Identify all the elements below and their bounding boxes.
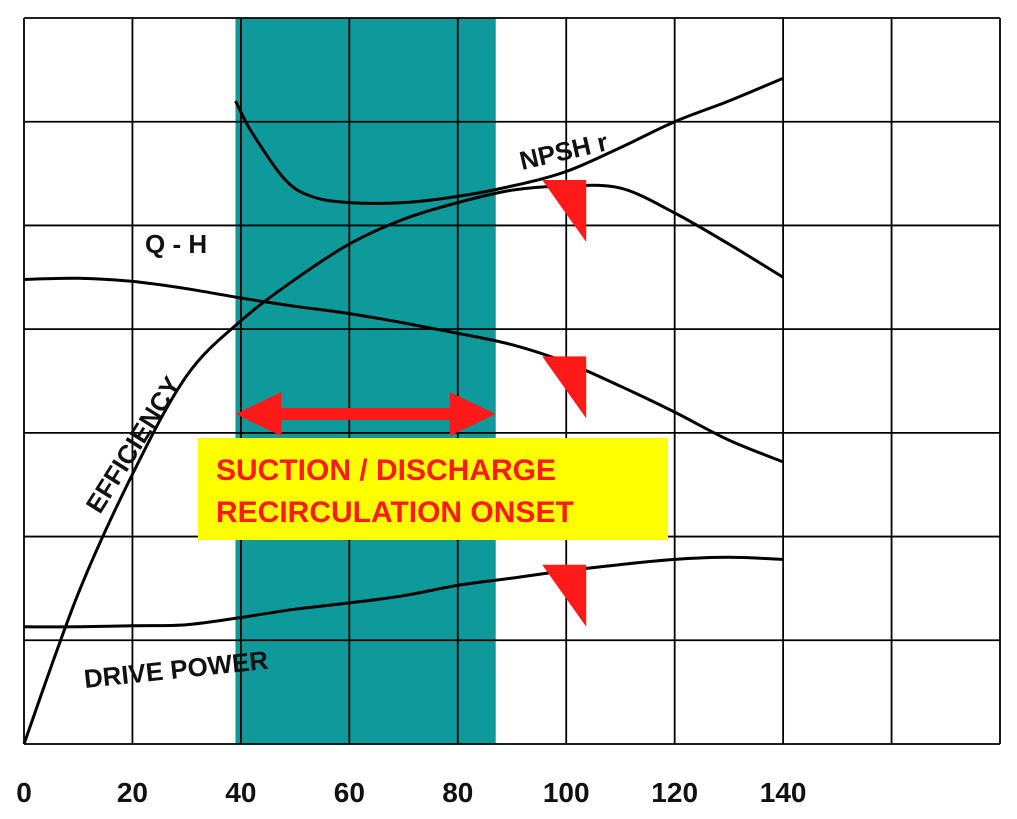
chart-curves [22, 76, 784, 745]
marker-drive-power [542, 564, 587, 627]
x-tick-label: 100 [543, 777, 590, 808]
arrow-shaft [275, 408, 456, 420]
curve-drive-power [23, 555, 784, 629]
arrow-head-right [449, 392, 496, 436]
annotation-box-group: SUCTION / DISCHARGE RECIRCULATION ONSET [198, 438, 668, 540]
annotation-line-2: RECIRCULATION ONSET [216, 496, 574, 529]
chart-markers [542, 180, 587, 627]
x-tick-label: 120 [651, 777, 698, 808]
x-tick-label: 0 [16, 777, 32, 808]
curve-npsh-r [234, 76, 784, 205]
recirculation-shaded-band [235, 18, 496, 744]
qh-label: Q - H [145, 229, 207, 259]
npsh-label: NPSH r [517, 126, 611, 175]
x-tick-label: 60 [334, 777, 365, 808]
x-tick-label: 20 [117, 777, 148, 808]
marker-q-h [542, 356, 587, 419]
x-tick-label: 80 [442, 777, 473, 808]
x-axis-ticks: 0 20 40 60 80 100 120 140 [16, 777, 806, 808]
range-arrow [235, 392, 496, 436]
x-tick-label: 140 [760, 777, 807, 808]
curve-q-h [23, 276, 784, 464]
arrow-head-left [235, 392, 282, 436]
curve-efficiency [22, 183, 784, 745]
x-tick-label: 40 [225, 777, 256, 808]
annotation-line-1: SUCTION / DISCHARGE [216, 454, 556, 487]
shaded-region [235, 18, 496, 744]
annotation-box [198, 438, 668, 540]
marker-efficiency [542, 180, 587, 243]
